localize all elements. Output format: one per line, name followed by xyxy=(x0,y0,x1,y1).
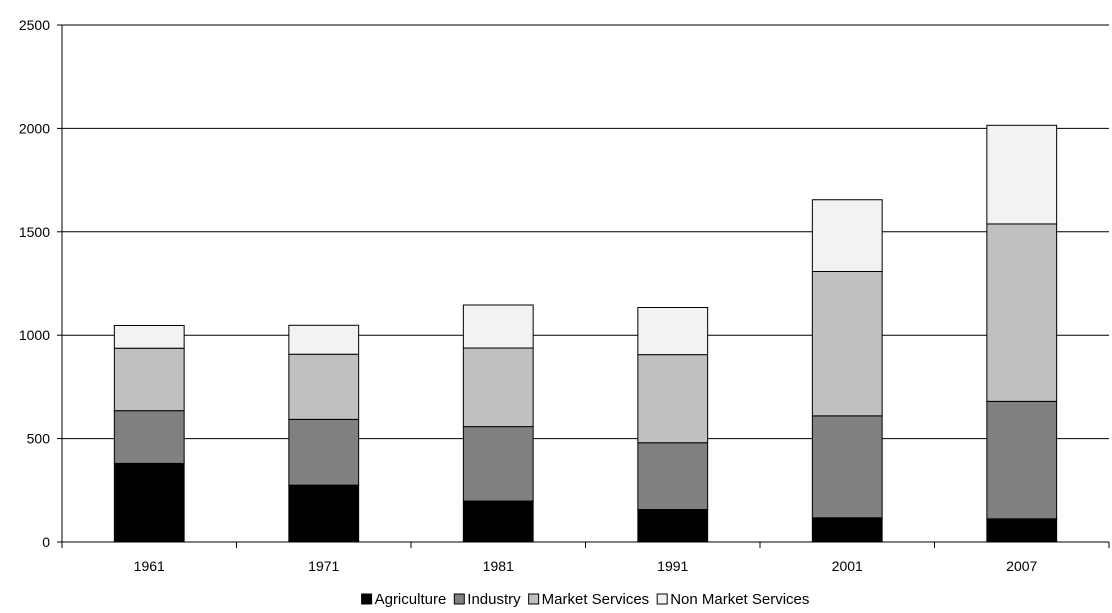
bar-industry-1961 xyxy=(113,410,185,464)
bar-market-services-1991 xyxy=(637,354,709,444)
bar-industry-2007 xyxy=(986,400,1058,520)
x-tick-label: 1971 xyxy=(308,558,339,574)
y-tick-label: 1500 xyxy=(19,224,50,240)
bar-industry-1971 xyxy=(288,418,360,486)
x-tick-label: 1981 xyxy=(483,558,514,574)
bar-agriculture-2007 xyxy=(986,518,1058,543)
legend-label: Non Market Services xyxy=(670,591,809,608)
bar-non-market-services-2001 xyxy=(811,199,883,273)
legend: Agriculture Industry Market Services Non Ma… xyxy=(361,591,809,608)
y-tick-label: 2500 xyxy=(19,17,50,33)
bar-market-services-1971 xyxy=(288,353,360,420)
y-tick-labels: 0 500 1000 1500 2000 2500 xyxy=(19,17,50,550)
legend-swatch-agriculture xyxy=(361,593,373,605)
gridlines xyxy=(62,24,1109,440)
bar-industry-2001 xyxy=(811,415,883,519)
y-tick-label: 1000 xyxy=(19,327,50,343)
legend-swatch-market-services xyxy=(528,593,540,605)
x-tick-labels: 1961 1971 1981 1991 2001 2007 xyxy=(134,558,1038,574)
axes xyxy=(57,24,1110,548)
bar-market-services-2001 xyxy=(811,271,883,417)
x-tick-label: 1991 xyxy=(657,558,688,574)
bar-industry-1981 xyxy=(462,426,534,502)
bar-agriculture-1961 xyxy=(113,462,185,543)
bar-agriculture-1991 xyxy=(637,509,709,543)
bar-non-market-services-2007 xyxy=(986,124,1058,225)
bar-agriculture-1971 xyxy=(288,484,360,543)
x-tick-label: 2001 xyxy=(832,558,863,574)
legend-swatch-non-market-services xyxy=(656,593,668,605)
bar-market-services-2007 xyxy=(986,223,1058,402)
bar-non-market-services-1961 xyxy=(113,324,185,349)
bar-market-services-1981 xyxy=(462,347,534,428)
y-tick-label: 500 xyxy=(27,431,51,447)
bar-market-services-1961 xyxy=(113,347,185,412)
bar-agriculture-1981 xyxy=(462,500,534,543)
y-tick-label: 2000 xyxy=(19,120,50,136)
bar-non-market-services-1981 xyxy=(462,304,534,349)
x-tick-label: 1961 xyxy=(134,558,165,574)
legend-label: Agriculture xyxy=(375,591,447,608)
y-tick-label: 0 xyxy=(42,534,50,550)
x-tick-label: 2007 xyxy=(1006,558,1037,574)
legend-label: Industry xyxy=(467,591,521,608)
legend-swatch-industry xyxy=(453,593,465,605)
bar-agriculture-2001 xyxy=(811,517,883,543)
legend-label: Market Services xyxy=(542,591,650,608)
bar-non-market-services-1971 xyxy=(288,324,360,355)
bars xyxy=(113,124,1058,543)
bar-non-market-services-1991 xyxy=(637,306,709,356)
bar-industry-1991 xyxy=(637,442,709,511)
